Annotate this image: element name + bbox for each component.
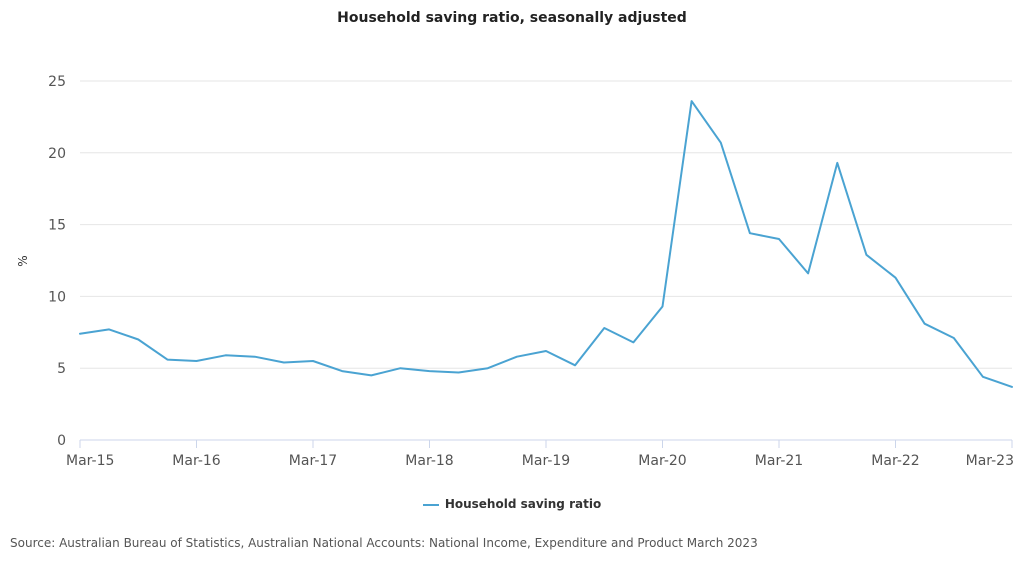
data-point[interactable] bbox=[951, 335, 957, 341]
x-tick-label: Mar-15 bbox=[66, 453, 114, 469]
data-point[interactable] bbox=[689, 98, 695, 104]
data-point[interactable] bbox=[397, 365, 403, 371]
data-point[interactable] bbox=[223, 352, 229, 358]
data-point[interactable] bbox=[922, 321, 928, 327]
data-point[interactable] bbox=[660, 303, 666, 309]
x-tick-label: Mar-22 bbox=[871, 453, 919, 469]
x-tick-label: Mar-17 bbox=[289, 453, 337, 469]
x-tick-label: Mar-18 bbox=[405, 453, 453, 469]
data-point[interactable] bbox=[281, 359, 287, 365]
data-point[interactable] bbox=[485, 365, 491, 371]
data-point[interactable] bbox=[630, 339, 636, 345]
series-line[interactable] bbox=[79, 100, 1013, 388]
x-tick-label: Mar-21 bbox=[755, 453, 803, 469]
data-point[interactable] bbox=[718, 140, 724, 146]
y-tick-label: 10 bbox=[48, 289, 66, 305]
y-axis-title: % bbox=[16, 255, 30, 266]
data-point[interactable] bbox=[805, 270, 811, 276]
x-tick-label: Mar-20 bbox=[638, 453, 686, 469]
data-point[interactable] bbox=[456, 370, 462, 376]
data-point[interactable] bbox=[893, 275, 899, 281]
data-point[interactable] bbox=[776, 236, 782, 242]
data-point[interactable] bbox=[514, 354, 520, 360]
data-point[interactable] bbox=[194, 358, 200, 364]
y-tick-label: 0 bbox=[57, 433, 66, 449]
data-point[interactable] bbox=[339, 368, 345, 374]
x-tick-label: Mar-19 bbox=[522, 453, 570, 469]
data-point[interactable] bbox=[164, 357, 170, 363]
data-point[interactable] bbox=[747, 230, 753, 236]
data-point[interactable] bbox=[427, 368, 433, 374]
source-note: Source: Australian Bureau of Statistics,… bbox=[10, 536, 758, 550]
data-point[interactable] bbox=[310, 358, 316, 364]
data-point[interactable] bbox=[572, 362, 578, 368]
y-tick-label: 15 bbox=[48, 218, 66, 234]
x-axis: Mar-15 Mar-16 Mar-17 Mar-18 Mar-19 Mar-20 Mar-… bbox=[66, 439, 1014, 469]
grid-lines bbox=[80, 80, 1012, 369]
y-tick-label: 25 bbox=[48, 74, 66, 90]
chart-title: Household saving ratio, seasonally adjus… bbox=[337, 10, 687, 26]
legend[interactable]: Household saving ratio bbox=[0, 497, 1024, 511]
data-point[interactable] bbox=[135, 336, 141, 342]
legend-label: Household saving ratio bbox=[444, 497, 602, 511]
data-point[interactable] bbox=[863, 252, 869, 258]
series-layer bbox=[77, 98, 1015, 390]
data-point[interactable] bbox=[252, 354, 258, 360]
legend-line-swatch bbox=[422, 503, 439, 506]
data-point[interactable] bbox=[77, 331, 83, 337]
data-point[interactable] bbox=[106, 326, 112, 332]
y-axis: 0 5 10 15 20 25 bbox=[48, 74, 66, 449]
data-point[interactable] bbox=[980, 374, 986, 380]
x-tick-label: Mar-23 bbox=[966, 453, 1014, 469]
data-point[interactable] bbox=[543, 348, 549, 354]
data-point[interactable] bbox=[368, 372, 374, 378]
data-point[interactable] bbox=[834, 160, 840, 166]
y-tick-label: 20 bbox=[48, 146, 66, 162]
data-point[interactable] bbox=[1009, 384, 1015, 390]
x-tick-label: Mar-16 bbox=[172, 453, 220, 469]
data-point[interactable] bbox=[601, 325, 607, 331]
y-tick-label: 5 bbox=[57, 361, 66, 377]
